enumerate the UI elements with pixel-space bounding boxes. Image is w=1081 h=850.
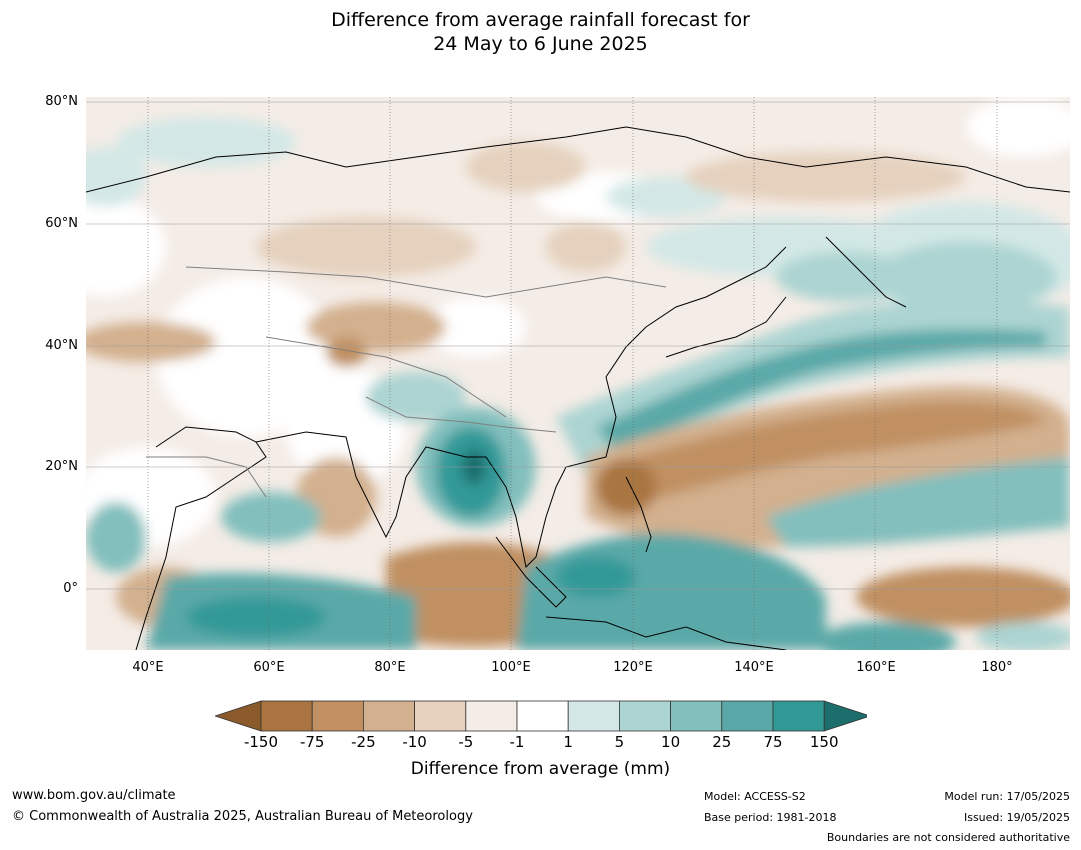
footer-model: Model: ACCESS-S2	[704, 790, 806, 803]
colorbar-tick-label: -25	[351, 733, 376, 751]
footer-copyright: © Commonwealth of Australia 2025, Austra…	[12, 809, 473, 824]
colorbar-label: Difference from average (mm)	[410, 759, 671, 779]
colorbar-cell	[260, 700, 313, 732]
colorbar-tick-label: 10	[661, 733, 681, 751]
lon-label-180: 180°	[981, 660, 1013, 675]
map-svg	[86, 97, 1070, 650]
colorbar-cell	[670, 700, 723, 732]
meridians	[147, 97, 998, 650]
colorbar-cell	[311, 700, 364, 732]
colorbar-cell	[618, 700, 671, 732]
lon-label-40e: 40°E	[132, 660, 164, 675]
lon-label-120e: 120°E	[613, 660, 653, 675]
colorbar	[215, 700, 867, 732]
lon-label-140e: 140°E	[734, 660, 774, 675]
colorbar-tick-label: 150	[809, 733, 839, 751]
colorbar-tick-label: 25	[712, 733, 732, 751]
lat-label-0: 0°	[63, 581, 78, 596]
colorbar-tick-label: 75	[763, 733, 783, 751]
lon-label-60e: 60°E	[253, 660, 285, 675]
colorbar-tick-label: -5	[458, 733, 474, 751]
footer-issued: Issued: 19/05/2025	[963, 811, 1070, 824]
colorbar-cell	[772, 700, 825, 732]
lon-label-80e: 80°E	[374, 660, 406, 675]
rainfall-map	[86, 97, 1070, 650]
colorbar-tick-label: 5	[614, 733, 625, 751]
colorbar-tick-label: -150	[243, 733, 279, 751]
colorbar-cell	[567, 700, 620, 732]
lat-label-80n: 80°N	[45, 94, 78, 109]
colorbar-tick-label: -1	[509, 733, 525, 751]
lat-label-20n: 20°N	[45, 459, 78, 474]
colorbar-cells	[215, 700, 867, 732]
colorbar-extend-high	[823, 700, 867, 732]
colorbar-cell	[721, 700, 774, 732]
title-line-1: Difference from average rainfall forecas…	[331, 9, 750, 31]
country-borders	[146, 266, 667, 498]
colorbar-cell	[465, 700, 518, 732]
footer-base-period: Base period: 1981-2018	[704, 811, 837, 824]
lat-label-40n: 40°N	[45, 338, 78, 353]
colorbar-tick-label: 1	[563, 733, 573, 751]
colorbar-cell	[516, 700, 569, 732]
colorbar-tick-label: -75	[299, 733, 325, 751]
title-line-2: 24 May to 6 June 2025	[433, 33, 648, 55]
map-title: Difference from average rainfall forecas…	[0, 8, 1081, 56]
rainfall-anomaly-field	[86, 97, 1070, 650]
footer-model-run: Model run: 17/05/2025	[944, 790, 1070, 803]
colorbar-tick-label: -10	[402, 733, 427, 751]
colorbar-extend-low	[215, 700, 262, 732]
coastlines	[86, 126, 1070, 650]
footer-url: www.bom.gov.au/climate	[12, 788, 176, 803]
footer-boundaries: Boundaries are not considered authoritat…	[826, 831, 1070, 844]
parallels	[86, 101, 1070, 590]
lat-label-60n: 60°N	[45, 216, 78, 231]
lon-label-100e: 100°E	[491, 660, 531, 675]
lon-label-160e: 160°E	[856, 660, 896, 675]
colorbar-cell	[414, 700, 467, 732]
colorbar-cell	[362, 700, 415, 732]
